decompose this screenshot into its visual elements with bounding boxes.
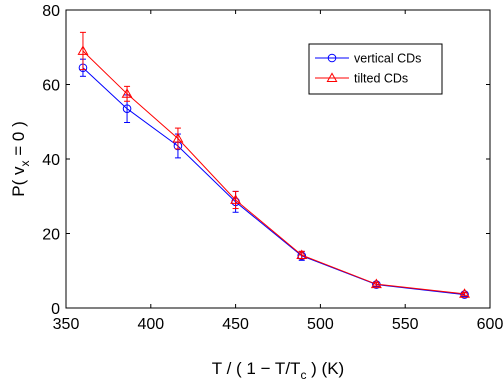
x-tick-label: 550	[392, 316, 419, 333]
data-point-circle	[122, 104, 132, 114]
y-tick-label: 40	[42, 152, 60, 169]
error-bar	[174, 127, 181, 150]
data-point-circle	[460, 290, 469, 299]
series-tilted-cds	[77, 31, 471, 298]
data-point-triangle	[77, 45, 89, 55]
error-bar	[79, 31, 86, 71]
data-point-triangle	[230, 194, 242, 204]
legend-label: vertical CDs	[354, 52, 421, 66]
error-bar	[232, 190, 239, 210]
legend: vertical CDs tilted CDs	[308, 43, 443, 95]
legend-label: tilted CDs	[354, 72, 408, 86]
data-point-triangle	[459, 288, 471, 298]
legend-box	[308, 43, 443, 95]
data-point-triangle	[296, 249, 308, 260]
data-point-triangle	[326, 72, 338, 82]
data-point-triangle	[121, 88, 133, 98]
data-point-circle	[327, 53, 337, 63]
x-tick-label: 400	[137, 316, 164, 333]
y-tick-label: 60	[42, 78, 60, 95]
y-tick-label: 20	[42, 227, 60, 244]
data-point-triangle	[172, 132, 184, 143]
data-point-triangle	[370, 278, 382, 289]
y-tick-label: 0	[51, 301, 60, 318]
y-axis-label: P( vx = 0 )	[9, 121, 32, 196]
x-tick-label: 350	[53, 316, 80, 333]
series-vertical-cds	[78, 58, 469, 299]
x-tick-label: 500	[307, 316, 334, 333]
plot-area	[77, 31, 471, 299]
y-tick-label: 80	[42, 3, 60, 20]
axis-ticks: 350 400 450 500 550 600 0 20 40 60 80	[42, 3, 503, 333]
x-tick-label: 600	[477, 316, 503, 333]
x-axis-label: T / ( 1 − T/Tc ) (K)	[212, 359, 344, 382]
series-line	[82, 67, 465, 296]
x-tick-label: 450	[222, 316, 249, 333]
